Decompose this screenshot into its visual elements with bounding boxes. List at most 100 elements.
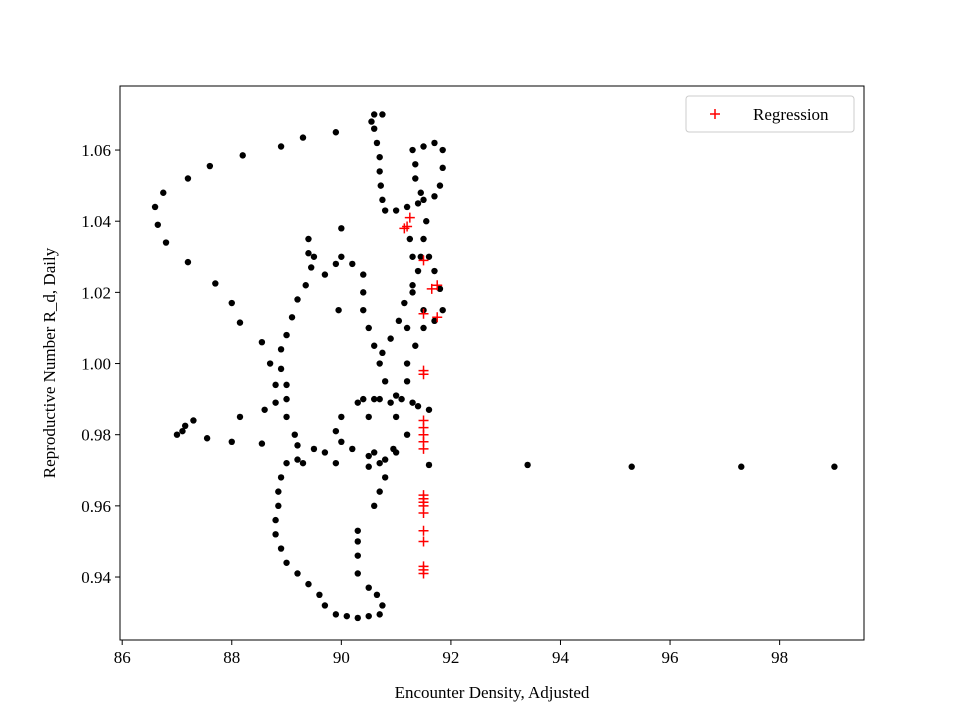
point [206, 162, 214, 170]
point [261, 406, 268, 413]
point [283, 459, 290, 467]
point [365, 413, 372, 421]
x-tick-label: 88 [223, 648, 240, 667]
point [373, 139, 381, 147]
point [371, 342, 378, 349]
point [332, 611, 340, 618]
point [181, 422, 189, 430]
point [390, 445, 397, 453]
point [376, 459, 383, 467]
point [379, 196, 386, 204]
point [294, 456, 301, 463]
point [360, 395, 367, 403]
point [160, 189, 167, 196]
point [418, 490, 429, 501]
point [395, 317, 403, 325]
point [381, 456, 389, 463]
point [184, 175, 192, 182]
point [283, 381, 290, 389]
point [431, 193, 438, 200]
point [305, 250, 312, 257]
point [368, 118, 375, 125]
point [423, 218, 430, 225]
point [420, 324, 427, 332]
point [338, 413, 345, 421]
y-tick-label: 0.96 [81, 497, 111, 516]
point [379, 349, 386, 357]
point [365, 584, 372, 591]
point [409, 146, 416, 154]
point [275, 488, 282, 495]
point [277, 365, 285, 373]
x-tick-label: 90 [333, 648, 350, 667]
point [409, 282, 416, 289]
point [377, 182, 384, 189]
point [258, 338, 266, 346]
point [294, 442, 301, 449]
point [294, 296, 301, 303]
point [272, 531, 279, 538]
point [277, 545, 285, 552]
point [354, 538, 361, 545]
point [365, 324, 372, 332]
point [335, 306, 342, 314]
point [305, 580, 312, 588]
point [365, 463, 372, 470]
point [436, 285, 444, 293]
point [371, 502, 378, 510]
point [431, 317, 438, 325]
x-tick-label: 86 [114, 648, 131, 667]
point [381, 378, 389, 385]
point [162, 239, 170, 246]
point [343, 612, 351, 620]
point [379, 111, 386, 118]
point [402, 221, 413, 232]
point [403, 378, 411, 385]
point [236, 413, 244, 421]
point [831, 463, 838, 470]
point [418, 561, 429, 572]
point [321, 602, 329, 609]
point [283, 559, 290, 566]
point [412, 175, 419, 182]
point [354, 527, 361, 534]
point [425, 253, 433, 260]
point [439, 306, 446, 314]
x-tick-label: 94 [552, 648, 570, 667]
point [418, 255, 429, 266]
x-axis-label: Encounter Density, Adjusted [395, 683, 590, 702]
point [406, 235, 414, 243]
point [371, 111, 378, 118]
y-tick-label: 1.06 [81, 141, 111, 160]
point [418, 415, 429, 426]
point [436, 182, 444, 189]
point [628, 463, 635, 470]
point [381, 474, 389, 481]
point [373, 591, 381, 599]
point [179, 427, 186, 435]
point [184, 258, 192, 266]
point [354, 614, 361, 622]
point [392, 392, 400, 399]
point [354, 570, 361, 577]
point [302, 282, 309, 289]
point [332, 260, 340, 268]
point [332, 129, 340, 136]
point [426, 283, 437, 294]
point [299, 134, 307, 141]
point [332, 459, 340, 467]
point [409, 289, 416, 296]
point [425, 406, 433, 413]
point [387, 335, 394, 342]
point [392, 207, 400, 214]
point [258, 440, 266, 447]
point [376, 153, 383, 161]
point [414, 200, 422, 207]
point [338, 438, 345, 446]
point [305, 235, 312, 243]
point [272, 399, 279, 406]
point [376, 395, 383, 403]
point [417, 253, 424, 260]
y-tick-label: 0.94 [81, 568, 111, 587]
